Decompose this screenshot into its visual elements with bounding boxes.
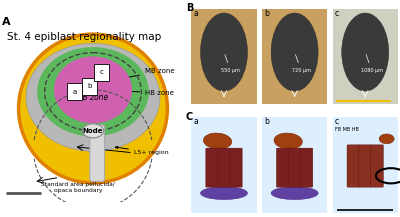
Text: b: b — [264, 9, 269, 18]
FancyBboxPatch shape — [218, 148, 230, 187]
FancyBboxPatch shape — [347, 145, 360, 187]
Ellipse shape — [342, 13, 389, 91]
Text: c: c — [335, 9, 339, 18]
Text: 1080 μm: 1080 μm — [361, 55, 383, 73]
Text: FB zone: FB zone — [78, 93, 108, 102]
Bar — [191, 9, 257, 104]
Text: b: b — [264, 117, 269, 126]
Ellipse shape — [271, 187, 318, 200]
FancyBboxPatch shape — [300, 148, 313, 187]
Text: MB zone: MB zone — [119, 68, 175, 80]
Text: B: B — [186, 3, 193, 13]
FancyBboxPatch shape — [370, 145, 384, 187]
Text: c: c — [335, 117, 339, 126]
Ellipse shape — [37, 47, 149, 136]
Text: FB MB HB: FB MB HB — [335, 127, 359, 132]
Text: L5+ region: L5+ region — [116, 146, 168, 155]
FancyBboxPatch shape — [276, 148, 289, 187]
Bar — [262, 117, 327, 213]
Text: C: C — [186, 112, 193, 122]
Text: a: a — [194, 117, 198, 126]
Ellipse shape — [203, 133, 232, 149]
Ellipse shape — [271, 13, 318, 91]
Bar — [262, 9, 327, 104]
Text: Standard area pellucida/
opaca boundary: Standard area pellucida/ opaca boundary — [41, 182, 115, 193]
Text: St. 4 epiblast regionality map: St. 4 epiblast regionality map — [8, 32, 162, 42]
Ellipse shape — [26, 43, 160, 151]
Text: b: b — [87, 83, 92, 89]
Bar — [332, 9, 398, 104]
FancyBboxPatch shape — [288, 148, 301, 187]
Ellipse shape — [82, 124, 104, 138]
FancyBboxPatch shape — [229, 148, 242, 187]
Text: a: a — [194, 9, 198, 18]
Text: FB: FB — [282, 134, 290, 139]
Text: Node: Node — [83, 128, 103, 134]
Ellipse shape — [54, 56, 132, 123]
FancyBboxPatch shape — [90, 125, 104, 181]
FancyBboxPatch shape — [359, 145, 372, 187]
Bar — [332, 117, 398, 213]
Ellipse shape — [18, 34, 168, 183]
Ellipse shape — [200, 13, 248, 91]
FancyBboxPatch shape — [206, 148, 219, 187]
Ellipse shape — [274, 133, 302, 149]
Ellipse shape — [379, 134, 394, 144]
Text: c: c — [100, 69, 103, 75]
Text: HB zone: HB zone — [121, 90, 174, 96]
Bar — [191, 117, 257, 213]
Text: A: A — [2, 17, 10, 27]
Ellipse shape — [200, 187, 248, 200]
Text: FB: FB — [212, 134, 219, 139]
Text: a: a — [72, 89, 76, 95]
Text: 550 μm: 550 μm — [221, 55, 240, 73]
Text: 720 μm: 720 μm — [292, 55, 310, 73]
